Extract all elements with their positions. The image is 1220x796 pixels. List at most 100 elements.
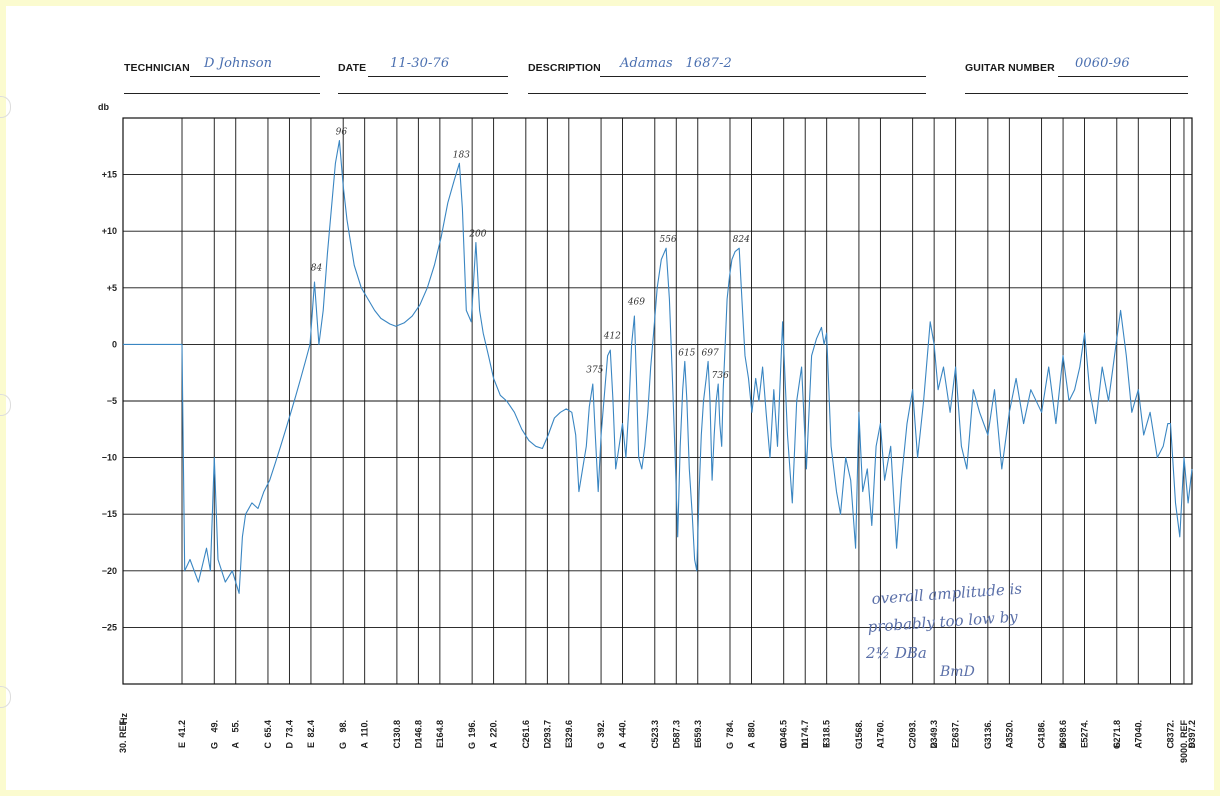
x-note-tick-label: D — [1058, 742, 1068, 749]
x-note-tick-label: G — [854, 742, 864, 749]
x-freq-tick-label: 5274. — [1080, 720, 1090, 743]
peak-label: 556 — [659, 235, 676, 245]
x-freq-tick-label: 65.4 — [263, 720, 273, 738]
x-note-tick-label: E — [177, 742, 187, 748]
x-freq-tick-label: 293.7 — [542, 720, 552, 743]
x-freq-tick-label: 2637. — [951, 720, 961, 743]
x-note-tick-label: C — [263, 742, 273, 749]
signature: BmD — [939, 664, 975, 680]
guitar-number-field: GUITAR NUMBER 0060-96 — [965, 56, 1130, 74]
x-note-tick-label: E — [1080, 742, 1090, 748]
peak-label: 736 — [712, 371, 729, 381]
x-note-tick-label: D — [800, 742, 810, 749]
x-note-tick-label: G — [467, 742, 477, 749]
x-note-tick-label: A — [1133, 742, 1143, 749]
x-note-tick-label: D — [1187, 742, 1197, 749]
x-freq-tick-label: 7040. — [1133, 720, 1143, 743]
response-line — [123, 140, 1193, 594]
description-label: DESCRIPTION — [528, 62, 601, 74]
technician-value: D Johnson — [204, 56, 273, 71]
x-note-tick-label: E — [306, 742, 316, 748]
x-note-tick-label: A — [618, 742, 628, 749]
x-note-tick-label: A — [875, 742, 885, 749]
x-note-tick-label: A — [1004, 742, 1014, 749]
peak-label: 375 — [586, 365, 603, 375]
x-freq-tick-label: 4698.6 — [1058, 720, 1068, 748]
x-note-tick-label: G — [1112, 742, 1122, 749]
date-underline — [368, 76, 508, 77]
response-curve — [123, 140, 1193, 594]
x-freq-tick-label: 1760. — [875, 720, 885, 743]
technician-field: TECHNICIAN D Johnson — [124, 56, 272, 74]
guitar-number-label: GUITAR NUMBER — [965, 62, 1055, 74]
x-freq-tick-label: 9000. REF — [1179, 720, 1189, 764]
x-freq-tick-label: 261.6 — [521, 720, 531, 743]
x-freq-tick-label: 392. — [596, 720, 606, 738]
x-axis-label: Hz — [119, 713, 129, 724]
x-freq-tick-label: 146.8 — [413, 720, 423, 743]
x-freq-tick-label: 1318.5 — [822, 720, 832, 748]
x-freq-tick-label: 220. — [489, 720, 499, 738]
x-freq-tick-label: 523.3 — [650, 720, 660, 743]
peak-label: 84 — [311, 263, 323, 273]
x-note-tick-label: C — [392, 742, 402, 749]
x-note-tick-label: G — [983, 742, 993, 749]
description-underline-2 — [528, 93, 926, 94]
x-note-tick-label: C — [1166, 742, 1176, 749]
handwritten-note: overall amplitude is probably too low by… — [865, 580, 1023, 680]
x-note-tick-label: A — [489, 742, 499, 749]
y-tick-label: +15 — [102, 170, 117, 180]
guitar-number-underline-2 — [965, 93, 1188, 94]
x-freq-tick-label: 659.3 — [693, 720, 703, 743]
chart-grid — [122, 117, 1193, 685]
date-field: DATE 11-30-76 — [338, 56, 449, 74]
x-freq-tick-label: 130.8 — [392, 720, 402, 743]
y-tick-label: +5 — [107, 283, 117, 293]
x-freq-tick-label: 9397.2 — [1187, 720, 1197, 748]
x-note-tick-label: E — [951, 742, 961, 748]
note-line-1: overall amplitude is — [871, 580, 1023, 608]
x-freq-tick-label: 2349.3 — [929, 720, 939, 748]
x-note-tick-label: G — [338, 742, 348, 749]
x-freq-tick-label: 3136. — [983, 720, 993, 743]
x-note-tick-label: C — [521, 742, 531, 749]
x-note-tick-label: D — [929, 742, 939, 749]
peak-label: 615 — [678, 348, 695, 358]
guitar-number-value: 0060-96 — [1075, 56, 1130, 71]
peak-label: 824 — [733, 235, 750, 245]
peak-label: 697 — [702, 348, 719, 358]
peak-label: 200 — [468, 230, 486, 240]
x-freq-tick-label: 2093. — [908, 720, 918, 743]
x-freq-tick-label: 6271.8 — [1112, 720, 1122, 748]
x-freq-tick-label: 880. — [746, 720, 756, 738]
x-tick-labels: 30. REF 41.2E49.G55.A65.4C73.4D82.4E98.G1… — [118, 720, 1197, 764]
x-freq-tick-label: 1174.7 — [800, 720, 810, 747]
x-note-tick-label: D — [284, 742, 294, 749]
x-freq-tick-label: 196. — [467, 720, 477, 738]
date-value: 11-30-76 — [390, 56, 450, 71]
date-label: DATE — [338, 62, 367, 74]
x-note-tick-label: C — [779, 742, 789, 749]
x-note-tick-label: G — [209, 742, 219, 749]
x-freq-tick-label: 1568. — [854, 720, 864, 743]
x-freq-tick-label: 30. REF — [118, 720, 128, 754]
technician-underline — [190, 76, 320, 77]
x-freq-tick-label: 55. — [231, 720, 241, 733]
x-freq-tick-label: 98. — [338, 720, 348, 733]
x-note-tick-label: A — [231, 742, 241, 749]
peak-label: 469 — [627, 297, 645, 307]
technician-underline-2 — [124, 93, 320, 94]
technician-label: TECHNICIAN — [124, 62, 190, 74]
x-note-tick-label: D — [413, 742, 423, 749]
x-freq-tick-label: 164.8 — [435, 720, 445, 743]
y-tick-label: −20 — [102, 566, 117, 576]
x-freq-tick-label: 1046.5 — [779, 720, 789, 748]
note-line-3: 2½ DBa — [865, 644, 927, 662]
x-note-tick-label: E — [564, 742, 574, 748]
x-freq-tick-label: 3520. — [1004, 720, 1014, 743]
x-note-tick-label: A — [360, 742, 370, 749]
note-line-2: probably too low by — [867, 608, 1019, 636]
x-freq-tick-label: 8372. — [1166, 720, 1176, 743]
x-note-tick-label: G — [725, 742, 735, 749]
